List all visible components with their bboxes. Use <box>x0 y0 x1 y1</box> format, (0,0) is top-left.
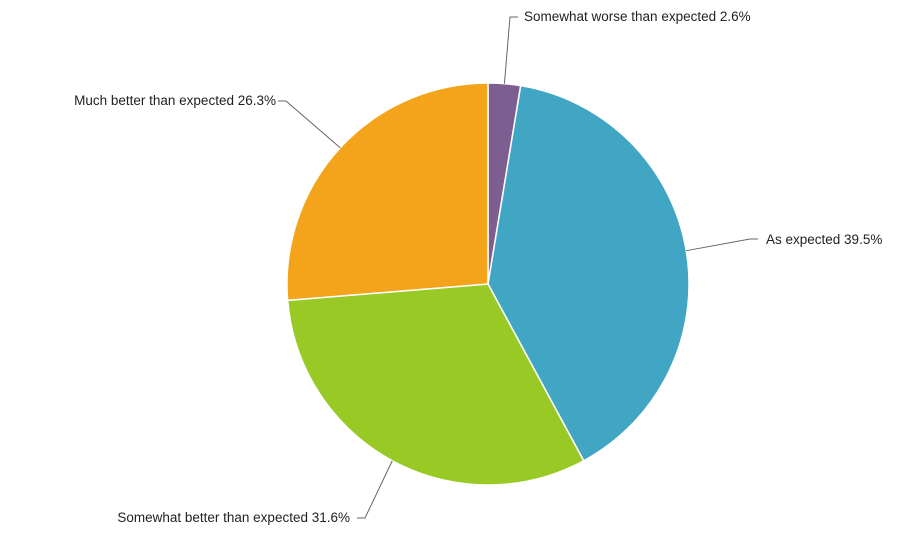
pie-slice-3 <box>286 82 489 302</box>
slice-label-1: As expected 39.5% <box>766 232 882 247</box>
slice-label-2: Somewhat better than expected 31.6% <box>117 510 350 525</box>
leader-line-3 <box>278 100 341 149</box>
pie-slices <box>286 82 690 486</box>
leader-line-2 <box>357 460 393 519</box>
leader-line-1 <box>686 238 758 252</box>
leader-line-0 <box>503 16 518 84</box>
slice-label-3: Much better than expected 26.3% <box>74 93 276 108</box>
leader-lines <box>278 16 758 519</box>
slice-label-0: Somewhat worse than expected 2.6% <box>524 9 751 24</box>
pie-slice-1 <box>487 84 690 462</box>
slice-labels: Somewhat worse than expected 2.6% As expe… <box>74 9 882 525</box>
